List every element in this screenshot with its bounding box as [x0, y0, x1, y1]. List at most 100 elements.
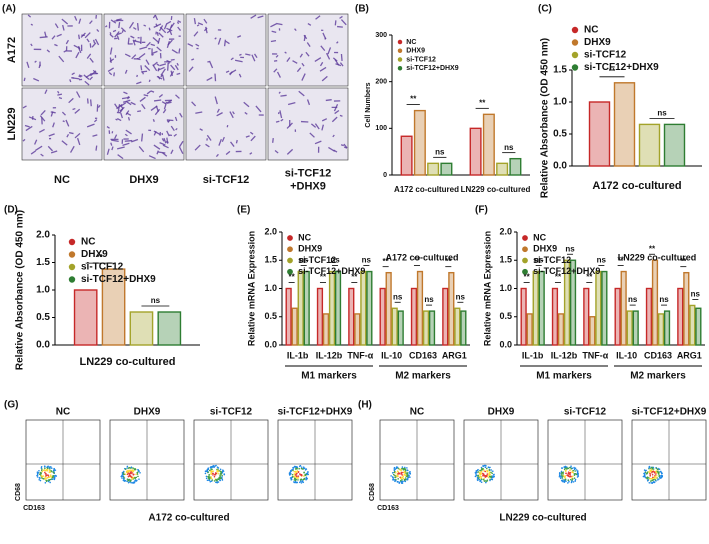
bar — [496, 162, 509, 176]
event-dot — [219, 479, 222, 482]
significance-label: ns — [330, 256, 340, 265]
event-dot — [487, 475, 489, 477]
x-tick-label: LN229 co-cultured — [461, 185, 531, 194]
event-dot — [568, 473, 571, 475]
bar — [129, 311, 154, 346]
stained-cell — [199, 128, 203, 131]
stained-cell — [115, 118, 118, 121]
legend-label: si-TCF12 — [406, 56, 436, 63]
bar — [613, 82, 636, 167]
y-axis-label: Relative Absorbance (OD 450 nm) — [15, 210, 26, 370]
event-dot — [401, 479, 403, 481]
legend-marker — [68, 276, 76, 283]
event-dot — [657, 479, 659, 481]
y-tick-label: 1.5 — [264, 255, 277, 265]
event-dot — [568, 475, 571, 478]
event-dot — [48, 471, 51, 474]
stained-cell — [89, 76, 93, 81]
bar — [645, 287, 653, 346]
legend-marker — [287, 246, 293, 253]
stained-cell — [178, 48, 181, 54]
stained-cell — [109, 47, 113, 55]
event-dot — [38, 478, 41, 481]
legend-marker — [522, 235, 528, 241]
bar — [683, 271, 690, 346]
stained-cell — [156, 31, 159, 36]
significance-label: ns — [659, 295, 669, 304]
stained-cell — [110, 19, 117, 24]
event-dot — [395, 467, 398, 470]
x-tick-label: IL-10 — [616, 350, 637, 360]
x-tick-label: IL-12b — [551, 350, 578, 360]
event-dot — [211, 470, 214, 473]
event-dot — [655, 473, 657, 475]
stained-cell — [162, 74, 165, 81]
stained-cell — [166, 40, 170, 49]
bar — [663, 123, 686, 167]
stained-cell — [238, 73, 242, 78]
stained-cell — [131, 54, 137, 60]
stained-cell — [69, 145, 75, 153]
stained-cell — [334, 109, 340, 115]
event-dot — [43, 465, 46, 467]
stained-cell — [40, 153, 44, 157]
stained-cell — [54, 43, 58, 47]
significance-label: ns — [393, 292, 403, 301]
event-dot — [122, 477, 125, 480]
stained-cell — [92, 134, 98, 137]
x-tick-label: IL-1b — [287, 350, 309, 360]
stained-cell — [127, 96, 130, 100]
event-dot — [132, 482, 135, 484]
event-dot — [570, 467, 573, 470]
event-dot — [40, 467, 43, 469]
event-dot — [558, 475, 561, 478]
stained-cell — [203, 18, 208, 24]
legend-marker — [397, 57, 403, 62]
stained-cell — [33, 77, 40, 82]
event-dot — [391, 472, 394, 474]
significance-label: ** — [410, 95, 417, 104]
event-dot — [658, 471, 660, 474]
event-dot — [208, 478, 210, 480]
event-dot — [42, 478, 45, 480]
stained-cell — [208, 60, 214, 69]
stained-cell — [107, 67, 115, 73]
stained-cell — [71, 72, 75, 76]
y-tick-label: 1.0 — [553, 97, 567, 108]
stained-cell — [150, 43, 156, 47]
legend-label: si-TCF12+DHX9 — [81, 274, 156, 285]
y-tick-label: 0.0 — [553, 161, 567, 172]
significance-label: ns — [597, 256, 607, 265]
legend-label: NC — [298, 232, 311, 242]
event-dot — [38, 477, 41, 479]
significance-label: ns — [299, 256, 309, 265]
event-dot — [571, 475, 574, 478]
bar — [328, 270, 336, 346]
event-dot — [475, 470, 478, 472]
event-dot — [649, 472, 651, 475]
stained-cell — [158, 151, 166, 154]
bar — [285, 287, 292, 346]
stained-cell — [73, 44, 81, 49]
micrograph — [103, 13, 185, 87]
stained-cell — [34, 60, 37, 63]
stained-cell — [35, 145, 43, 151]
stained-cell — [176, 21, 180, 25]
stained-cell — [68, 131, 74, 135]
stained-cell — [245, 53, 251, 56]
event-dot — [652, 466, 655, 469]
group-label: M1 markers — [301, 371, 357, 382]
stained-cell — [229, 69, 237, 75]
panel-label: (C) — [538, 4, 552, 15]
stained-cell — [278, 91, 281, 94]
stained-cell — [152, 118, 155, 122]
event-dot — [490, 469, 492, 471]
event-dot — [53, 470, 55, 472]
event-dot — [573, 468, 576, 471]
stained-cell — [177, 20, 182, 23]
stained-cell — [171, 49, 179, 54]
stained-cell — [91, 42, 97, 48]
bar — [322, 313, 330, 346]
stained-cell — [230, 141, 235, 147]
stained-cell — [74, 132, 81, 139]
